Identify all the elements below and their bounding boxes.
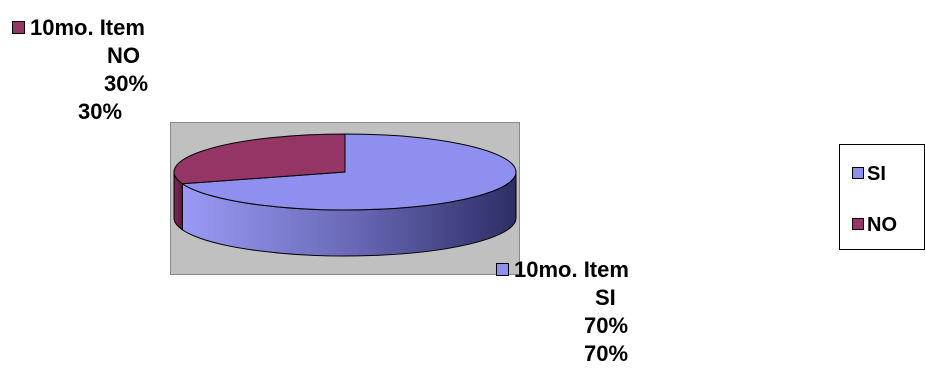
legend-label-si: SI bbox=[867, 163, 886, 185]
legend-swatch-no bbox=[852, 218, 864, 230]
legend-item-si: SI bbox=[852, 163, 886, 185]
pie-3d bbox=[173, 133, 517, 257]
data-label-si: 10mo. Item SI 70% 70% bbox=[496, 256, 629, 368]
slice-no bbox=[173, 133, 346, 185]
legend: SI NO bbox=[839, 144, 925, 250]
plot-area bbox=[170, 122, 520, 275]
data-label-si-line4: 70% bbox=[584, 341, 629, 366]
legend-swatch-si bbox=[852, 167, 864, 179]
data-label-no-line4: 30% bbox=[78, 99, 123, 124]
data-label-si-line1: 10mo. Item bbox=[514, 257, 629, 282]
data-label-si-line3: 70% bbox=[584, 313, 629, 338]
data-label-si-line2: SI bbox=[595, 285, 616, 310]
slice-si bbox=[180, 133, 517, 211]
data-label-no: 10mo. Item NO 30% 30% bbox=[12, 14, 148, 126]
data-label-no-line3: 30% bbox=[104, 71, 149, 96]
legend-item-no: NO bbox=[852, 214, 897, 236]
data-label-no-swatch bbox=[12, 21, 25, 34]
legend-label-no: NO bbox=[867, 214, 897, 236]
data-label-si-swatch bbox=[496, 263, 509, 276]
data-label-no-line2: NO bbox=[107, 43, 140, 68]
data-label-no-line1: 10mo. Item bbox=[30, 15, 145, 40]
